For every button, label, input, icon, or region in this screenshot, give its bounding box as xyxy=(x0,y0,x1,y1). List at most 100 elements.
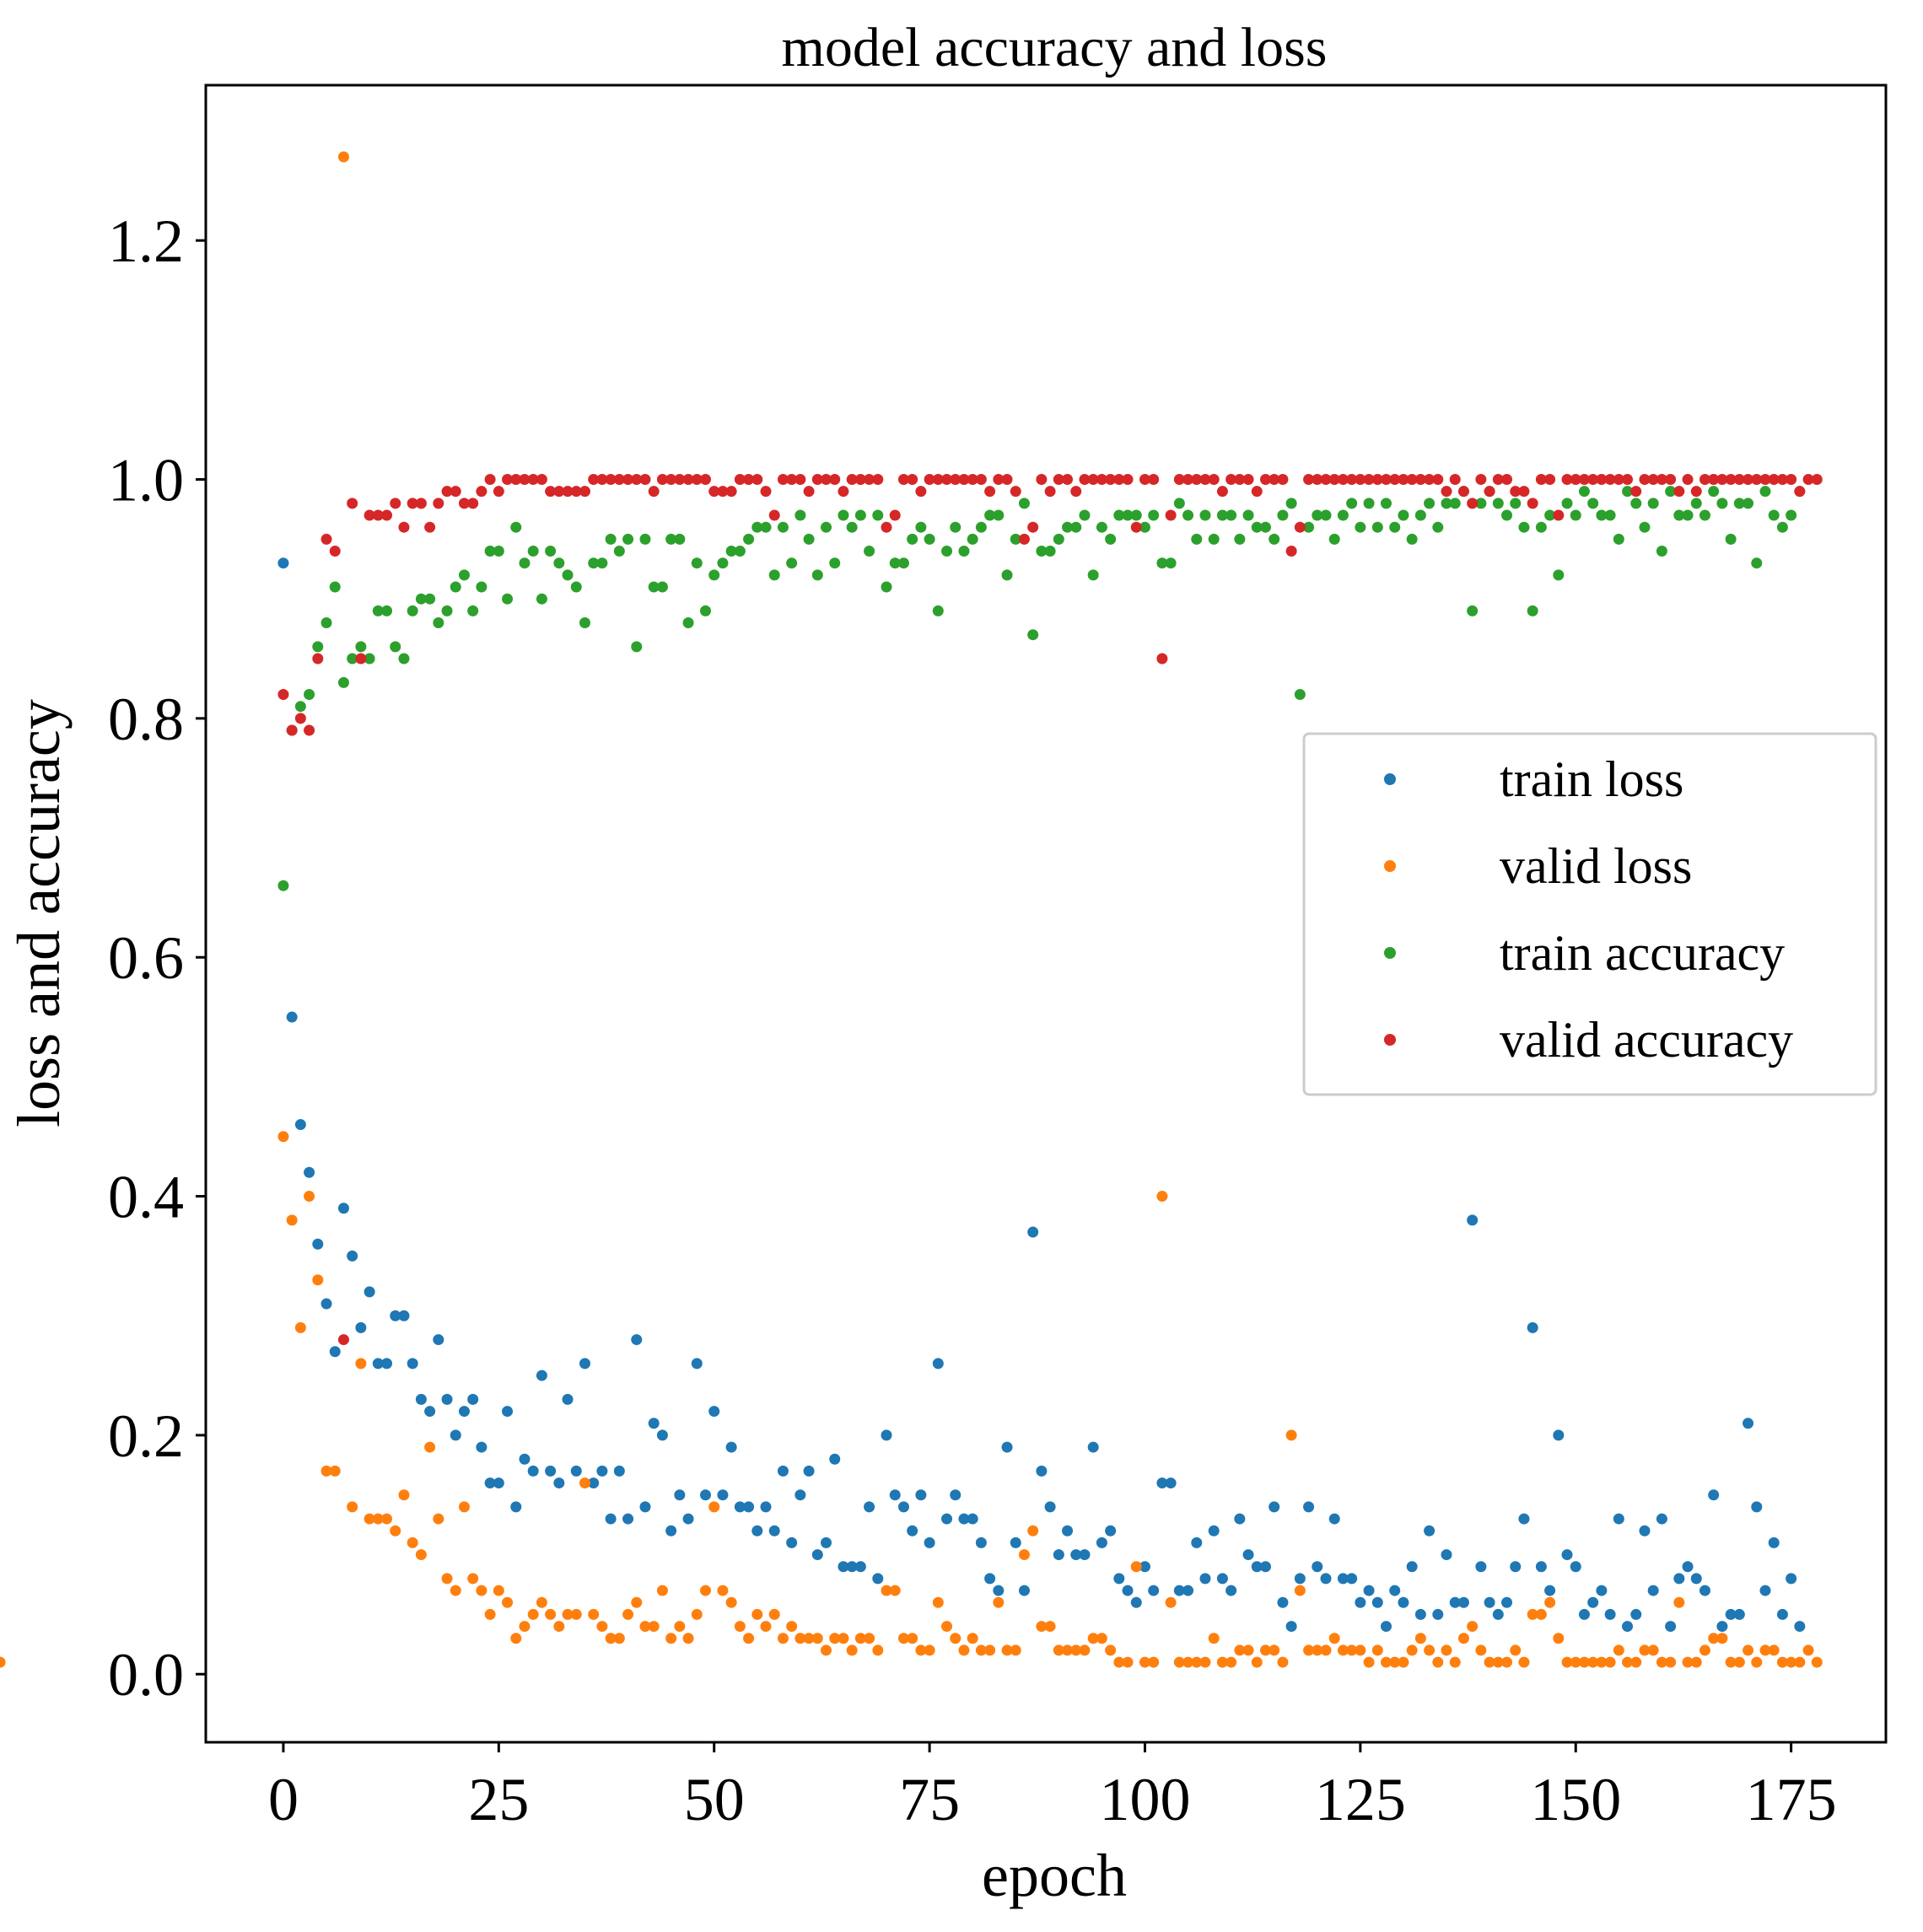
valid-loss-point xyxy=(1639,1644,1651,1656)
train-accuracy-point xyxy=(562,569,574,581)
valid-loss-point xyxy=(364,1513,375,1525)
train-accuracy-point xyxy=(502,593,514,605)
valid-accuracy-point xyxy=(1768,474,1780,486)
train-accuracy-point xyxy=(829,557,841,569)
valid-accuracy-point xyxy=(476,486,487,498)
valid-loss-point xyxy=(958,1644,970,1656)
train-accuracy-point xyxy=(1277,509,1289,521)
x-axis-title: epoch xyxy=(982,1842,1127,1909)
train-accuracy-point xyxy=(579,617,590,629)
series-valid-loss xyxy=(0,151,1823,1668)
train-loss-point xyxy=(1027,1226,1039,1238)
train-loss-point xyxy=(1743,1418,1754,1429)
valid-loss-point xyxy=(924,1644,935,1656)
valid-loss-point xyxy=(1441,1644,1452,1656)
valid-accuracy-point xyxy=(1389,474,1401,486)
train-accuracy-point xyxy=(631,641,643,653)
train-loss-point xyxy=(872,1573,884,1585)
train-loss-point xyxy=(1346,1573,1358,1585)
valid-accuracy-point xyxy=(562,486,574,498)
valid-loss-point xyxy=(1053,1644,1064,1656)
train-loss-point xyxy=(372,1358,384,1370)
train-loss-point xyxy=(975,1536,987,1548)
train-loss-point xyxy=(1328,1513,1340,1525)
series-train-loss xyxy=(277,557,1806,1633)
valid-loss-point xyxy=(1320,1644,1332,1656)
train-loss-point xyxy=(821,1536,832,1548)
valid-loss-point xyxy=(1113,1656,1125,1668)
train-loss-point xyxy=(510,1501,522,1513)
valid-loss-point xyxy=(760,1621,772,1633)
valid-accuracy-point xyxy=(1363,474,1375,486)
valid-loss-point xyxy=(975,1644,987,1656)
train-accuracy-point xyxy=(682,617,694,629)
valid-loss-point xyxy=(821,1644,832,1656)
train-loss-point xyxy=(1337,1573,1349,1585)
train-accuracy-point xyxy=(648,581,660,593)
valid-accuracy-point xyxy=(975,474,987,486)
valid-accuracy-point xyxy=(536,474,547,486)
valid-accuracy-point xyxy=(1010,486,1021,498)
train-loss-point xyxy=(1725,1608,1737,1620)
train-accuracy-point xyxy=(1510,498,1522,509)
valid-accuracy-point xyxy=(1630,486,1642,498)
valid-accuracy-point xyxy=(924,474,935,486)
valid-loss-point xyxy=(1786,1656,1797,1668)
valid-loss-point xyxy=(881,1585,892,1596)
valid-accuracy-point xyxy=(1656,474,1667,486)
valid-accuracy-point xyxy=(881,521,892,533)
valid-accuracy-point xyxy=(1062,474,1074,486)
train-accuracy-point xyxy=(864,546,875,557)
valid-loss-point xyxy=(1130,1561,1142,1573)
train-accuracy-point xyxy=(1148,509,1160,521)
valid-loss-point xyxy=(545,1608,557,1620)
valid-loss-point xyxy=(329,1465,341,1477)
valid-accuracy-point xyxy=(1165,509,1177,521)
x-tick-label: 75 xyxy=(899,1766,960,1833)
valid-accuracy-point xyxy=(838,486,849,498)
train-loss-point xyxy=(1699,1585,1710,1596)
chart-title: model accuracy and loss xyxy=(782,17,1328,78)
train-loss-point xyxy=(1622,1621,1634,1633)
train-accuracy-point xyxy=(699,605,711,616)
train-accuracy-point xyxy=(1673,509,1685,521)
train-loss-point xyxy=(1105,1525,1117,1536)
valid-accuracy-point xyxy=(1053,474,1064,486)
valid-loss-point xyxy=(458,1501,470,1513)
train-loss-point xyxy=(1216,1573,1228,1585)
train-accuracy-point xyxy=(1027,629,1039,641)
valid-accuracy-point xyxy=(1285,546,1297,557)
valid-loss-point xyxy=(337,151,349,163)
valid-accuracy-point xyxy=(304,724,315,736)
valid-accuracy-point xyxy=(484,474,496,486)
valid-loss-point xyxy=(1173,1656,1185,1668)
valid-accuracy-point xyxy=(1303,474,1315,486)
y-axis-title: loss and accuracy xyxy=(5,699,73,1127)
valid-accuracy-point xyxy=(329,546,341,557)
valid-accuracy-point xyxy=(355,653,367,665)
valid-accuracy-point xyxy=(1018,533,1030,545)
train-loss-point xyxy=(1087,1441,1099,1453)
x-axis-ticks: 0 25 50 75 100 125 150 175 xyxy=(268,1742,1837,1833)
valid-loss-point xyxy=(1432,1656,1444,1668)
train-loss-point xyxy=(1225,1585,1237,1596)
valid-accuracy-point xyxy=(372,509,384,521)
train-accuracy-point xyxy=(846,521,858,533)
valid-accuracy-point xyxy=(450,486,461,498)
valid-accuracy-point xyxy=(588,474,600,486)
valid-loss-point xyxy=(1570,1656,1581,1668)
train-loss-point xyxy=(1389,1585,1401,1596)
train-accuracy-point xyxy=(294,701,306,713)
valid-loss-point xyxy=(1604,1656,1616,1668)
train-loss-point xyxy=(1484,1596,1495,1608)
train-accuracy-point xyxy=(441,605,453,616)
train-accuracy-point xyxy=(1087,569,1099,581)
train-accuracy-point xyxy=(691,557,703,569)
valid-loss-point xyxy=(1018,1549,1030,1561)
train-accuracy-point xyxy=(1699,509,1710,521)
legend: train loss valid loss train accuracy val… xyxy=(1302,732,1877,1096)
train-loss-point xyxy=(1036,1465,1048,1477)
train-loss-point xyxy=(294,1119,306,1131)
valid-accuracy-point xyxy=(941,474,953,486)
y-tick-label: 0.6 xyxy=(108,924,184,992)
